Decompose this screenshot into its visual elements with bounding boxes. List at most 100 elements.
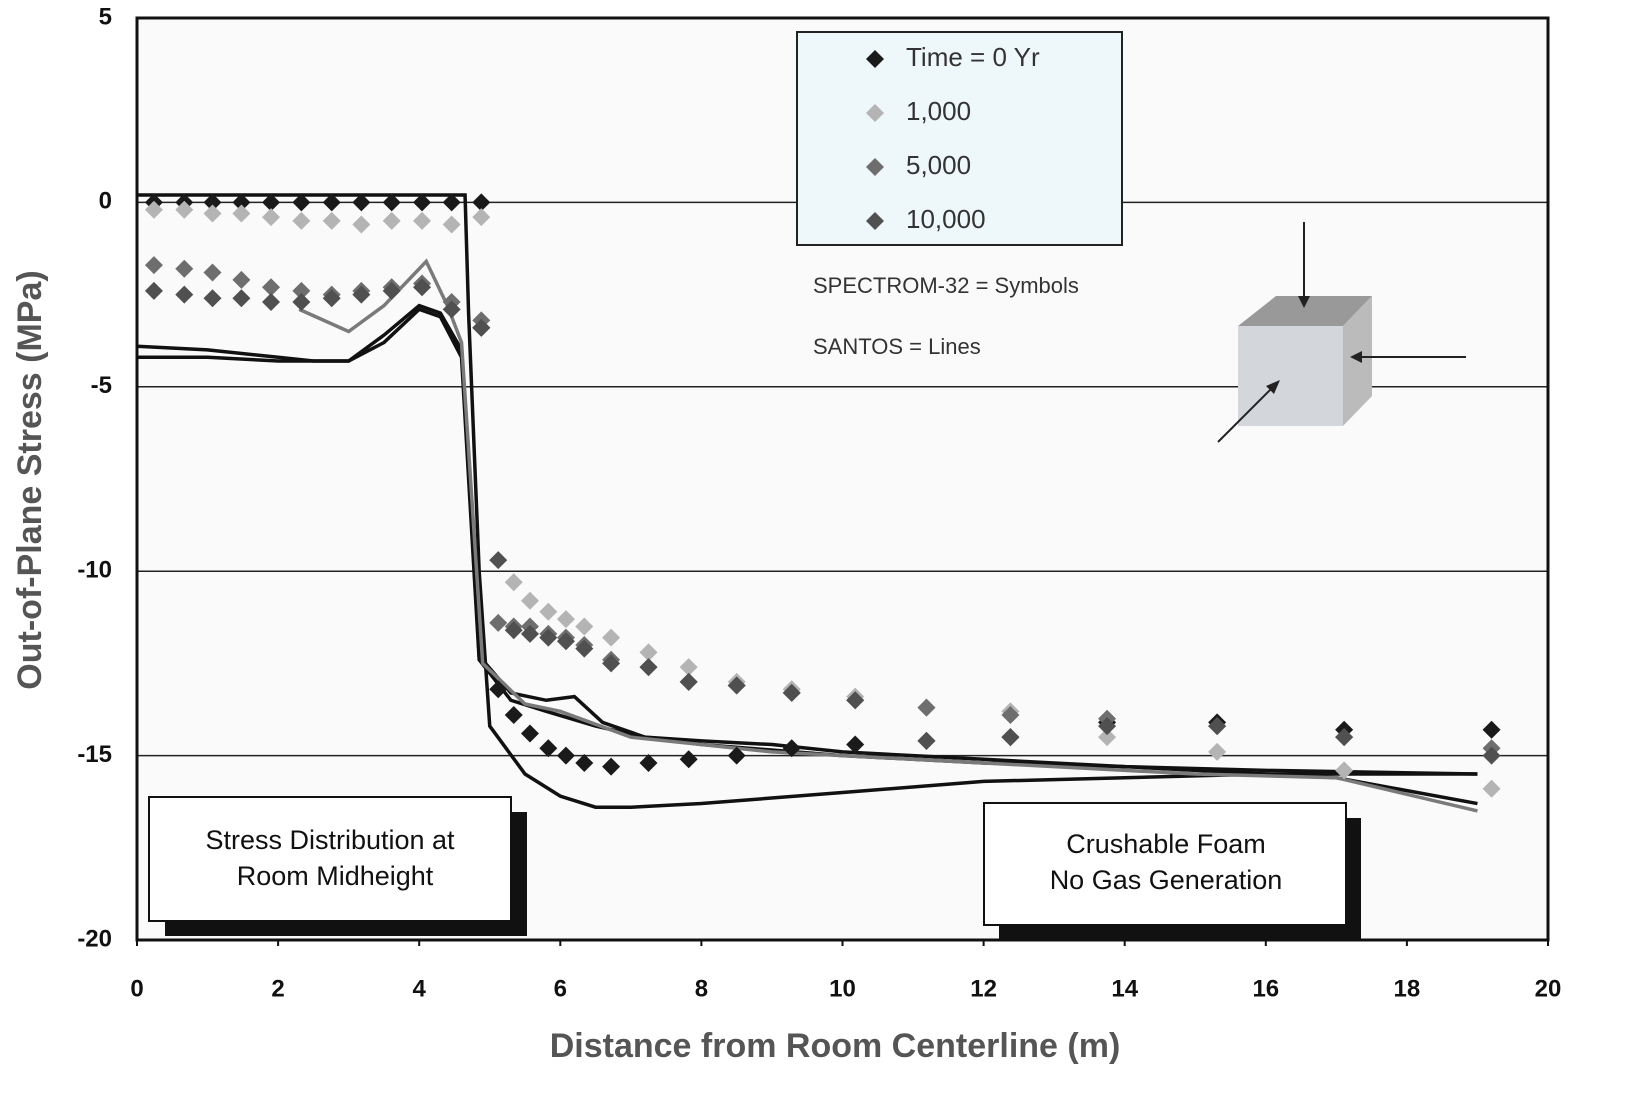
data-point	[602, 654, 621, 673]
annotation-box	[983, 802, 1347, 926]
y-tick-label: -15	[77, 741, 112, 768]
data-point	[232, 193, 251, 212]
x-tick-label: 12	[970, 975, 997, 1002]
data-point	[1335, 761, 1354, 780]
legend-label: 10,000	[906, 204, 986, 234]
data-point	[203, 193, 222, 212]
data-point	[175, 200, 194, 219]
data-point	[602, 757, 621, 776]
data-point	[203, 263, 222, 282]
arrow-head	[1350, 351, 1362, 363]
y-tick-label: -10	[77, 557, 112, 584]
annotation: Crushable Foam	[1066, 829, 1266, 859]
data-point	[1098, 728, 1117, 747]
x-tick-label: 16	[1252, 975, 1279, 1002]
data-point	[1482, 779, 1501, 798]
data-point	[504, 621, 523, 640]
x-tick-label: 8	[695, 975, 708, 1002]
legend-label: 1,000	[906, 96, 971, 126]
data-point	[539, 739, 558, 758]
data-point	[575, 639, 594, 658]
data-point	[575, 753, 594, 772]
data-point	[262, 208, 281, 227]
data-point	[232, 204, 251, 223]
data-point	[203, 289, 222, 308]
data-point	[382, 281, 401, 300]
data-point	[144, 281, 163, 300]
cube-top	[1238, 296, 1372, 326]
data-point	[556, 632, 575, 651]
x-tick-label: 20	[1535, 975, 1562, 1002]
santos-line	[298, 258, 1478, 813]
data-point	[520, 724, 539, 743]
data-point	[1098, 717, 1117, 736]
data-point	[846, 735, 865, 754]
legend-label: 5,000	[906, 150, 971, 180]
y-axis-title: Out-of-Plane Stress (MPa)	[11, 270, 49, 689]
x-tick-label: 14	[1111, 975, 1138, 1002]
data-point	[1482, 720, 1501, 739]
data-point	[539, 628, 558, 647]
data-point	[679, 658, 698, 677]
data-point	[352, 193, 371, 212]
y-tick-label: -20	[77, 925, 112, 952]
data-point	[232, 270, 251, 289]
annotation: No Gas Generation	[1050, 865, 1283, 895]
annotation: Room Midheight	[237, 861, 434, 891]
data-point	[175, 259, 194, 278]
data-point	[639, 658, 658, 677]
data-point	[782, 739, 801, 758]
data-point	[322, 289, 341, 308]
data-point	[144, 200, 163, 219]
data-point	[504, 706, 523, 725]
legend: Time = 0 Yr 1,000 5,000 10,000	[866, 42, 1040, 234]
y-tick-label: -5	[91, 372, 112, 399]
data-point	[639, 643, 658, 662]
annotation: Stress Distribution at	[205, 825, 455, 855]
data-point	[539, 602, 558, 621]
data-point	[382, 193, 401, 212]
annotation-box	[148, 796, 512, 922]
data-point	[846, 691, 865, 710]
legend-box	[796, 31, 1123, 246]
x-tick-label: 6	[554, 975, 567, 1002]
data-point	[322, 211, 341, 230]
legend-marker	[866, 104, 884, 122]
data-point	[442, 215, 461, 234]
data-point	[175, 285, 194, 304]
data-point	[782, 683, 801, 702]
data-point	[292, 193, 311, 212]
arrow-head	[1266, 380, 1280, 394]
data-point	[292, 281, 311, 300]
arrow	[1217, 387, 1273, 443]
x-tick-label: 2	[271, 975, 284, 1002]
marks	[144, 193, 1501, 798]
data-point	[489, 680, 508, 699]
data-point	[575, 617, 594, 636]
annotation: SPECTROM-32 = Symbols	[813, 273, 1079, 298]
data-point	[472, 318, 491, 337]
data-point	[917, 698, 936, 717]
cube-front	[1238, 326, 1343, 426]
data-point	[1208, 742, 1227, 761]
x-tick-label: 4	[413, 975, 427, 1002]
data-point	[144, 256, 163, 275]
santos-line	[137, 193, 1478, 809]
data-point	[679, 750, 698, 769]
data-point	[262, 292, 281, 311]
data-point	[352, 285, 371, 304]
data-point	[413, 193, 432, 212]
data-point	[639, 753, 658, 772]
x-tick-label: 0	[130, 975, 143, 1002]
data-point	[442, 300, 461, 319]
data-point	[520, 624, 539, 643]
data-point	[556, 610, 575, 629]
data-point	[352, 215, 371, 234]
data-point	[489, 613, 508, 632]
data-point	[1208, 717, 1227, 736]
data-point	[382, 211, 401, 230]
data-point	[917, 731, 936, 750]
legend-marker	[866, 158, 884, 176]
data-point	[1001, 728, 1020, 747]
